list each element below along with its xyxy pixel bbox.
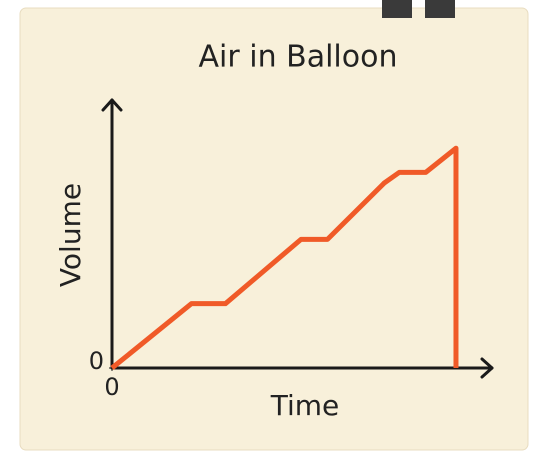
icon-fragment [425,0,455,18]
x-tick-label: 0 [104,373,119,401]
y-axis-label: Volume [54,183,87,287]
chart-title: Air in Balloon [199,40,398,75]
x-axis-label: Time [270,389,340,422]
y-tick-label: 0 [89,347,104,375]
icon-fragment [382,0,412,18]
axes [101,98,494,379]
line-series [110,145,459,370]
